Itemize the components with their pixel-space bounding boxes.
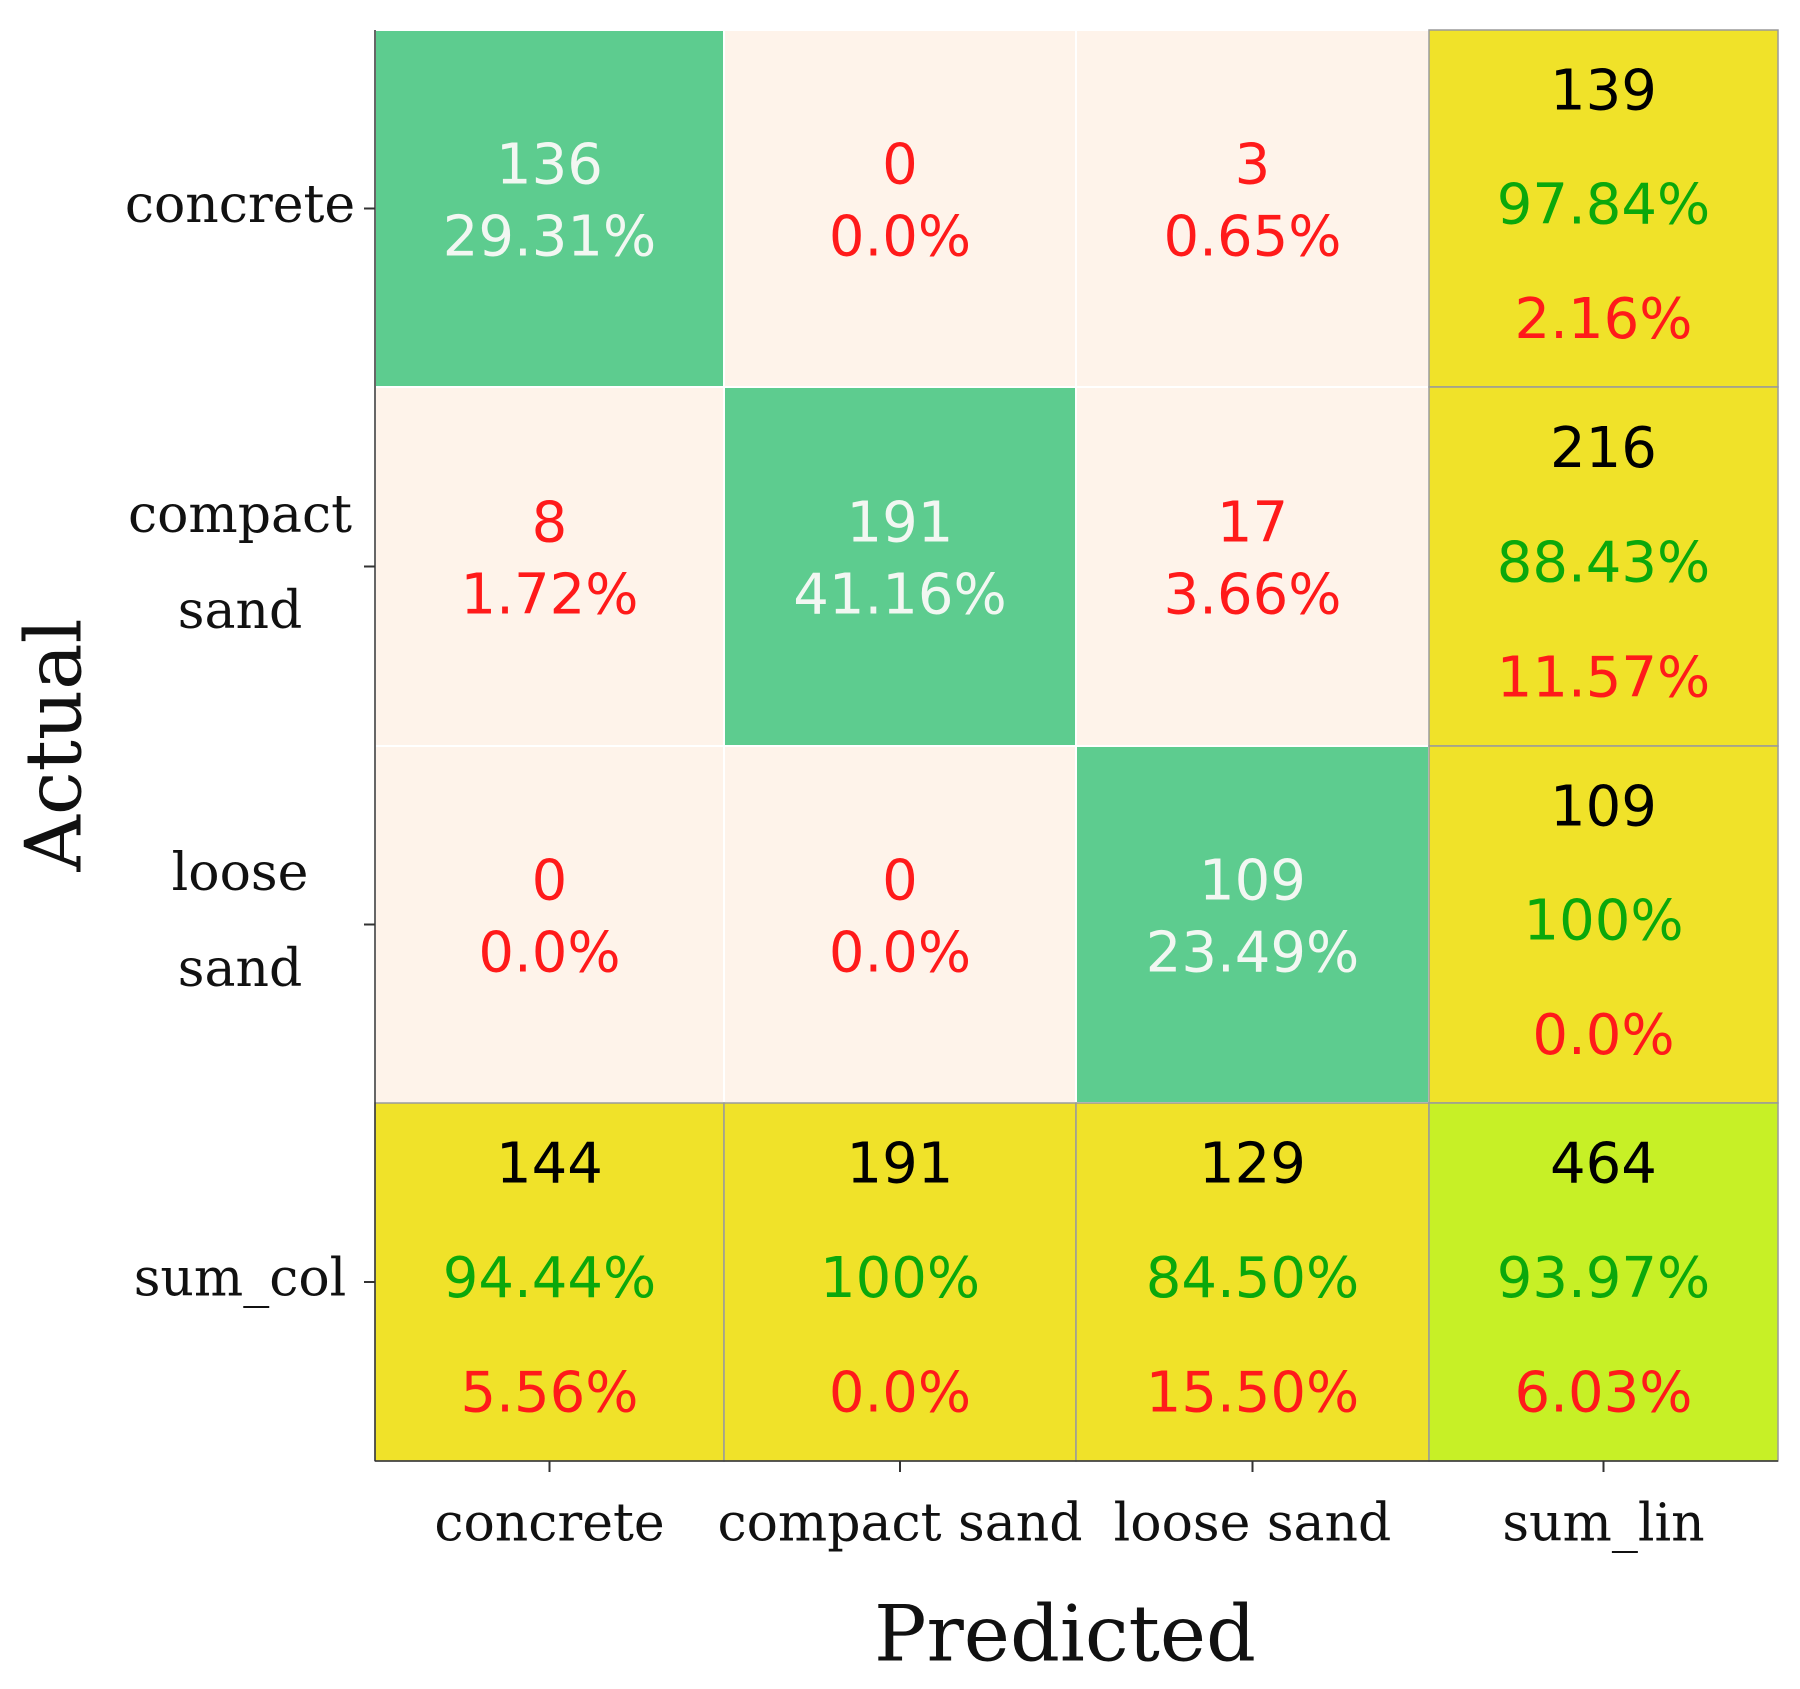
cell-percent: 29.31% [443,205,657,270]
matrix-cell [723,386,1077,747]
sum-col-cell [1075,1102,1430,1462]
summary-correct-percent: 93.97% [1497,1246,1711,1311]
summary-count: 464 [1550,1132,1657,1197]
matrix-axes: concretecompactsandloosesandsum_colconcr… [10,30,1778,1680]
summary-error-percent: 0.0% [1532,1003,1674,1068]
y-tick-label: sand [178,581,302,641]
summary-count: 109 [1550,774,1657,839]
matrix-cell [374,745,725,1104]
cell-percent: 41.16% [793,563,1007,628]
matrix-cell [374,29,725,388]
matrix-cells: 136 29.31% 0 0.0% 3 0.65% 8 1.72% 191 41.16% 17 3.6… [374,29,1779,1462]
cell-count: 191 [847,491,954,556]
summary-correct-percent: 100% [1523,889,1683,954]
cell-count: 109 [1199,849,1306,914]
matrix-cell [723,745,1077,1104]
sum-col-cell [723,1102,1077,1462]
y-tick-label: sum_col [134,1249,347,1309]
cell-percent: 3.66% [1164,563,1342,628]
summary-error-percent: 15.50% [1146,1361,1360,1426]
summary-error-percent: 2.16% [1515,287,1693,352]
matrix-cell [374,386,725,747]
summary-error-percent: 5.56% [461,1361,639,1426]
sum-col-cell [374,1102,725,1462]
summary-count: 129 [1199,1132,1306,1197]
y-axis-title: Actual [10,618,100,872]
summary-count: 144 [496,1132,603,1197]
x-tick-label: concrete [434,1494,664,1554]
y-tick-label: sand [178,939,302,999]
cell-percent: 0.0% [829,205,971,270]
summary-correct-percent: 94.44% [443,1246,657,1311]
summary-error-percent: 0.0% [829,1361,971,1426]
cell-count: 3 [1235,133,1271,198]
cell-percent: 1.72% [461,563,639,628]
cell-percent: 23.49% [1146,921,1360,986]
summary-error-percent: 11.57% [1497,646,1711,711]
matrix-cell [1075,29,1430,388]
summary-count: 191 [847,1132,954,1197]
matrix-cell [723,29,1077,388]
y-tick-label: concrete [125,175,355,235]
summary-correct-percent: 84.50% [1146,1246,1360,1311]
summary-count: 139 [1550,58,1657,123]
summary-count: 216 [1550,416,1657,481]
cell-count: 136 [496,133,603,198]
y-tick-label: compact [128,485,352,545]
cell-count: 0 [882,849,918,914]
cell-count: 0 [882,133,918,198]
cell-count: 0 [532,849,568,914]
x-tick-label: sum_lin [1502,1494,1704,1554]
summary-correct-percent: 97.84% [1497,173,1711,238]
cell-percent: 0.0% [478,921,620,986]
summary-error-percent: 6.03% [1515,1361,1693,1426]
cell-count: 8 [532,491,568,556]
x-tick-label: loose sand [1114,1494,1392,1554]
x-axis-title: Predicted [874,1590,1256,1680]
cell-percent: 0.0% [829,921,971,986]
sum-lin-cell [1428,386,1779,747]
sum-lin-cell [1428,29,1779,388]
matrix-cell [1075,386,1430,747]
y-tick-label: loose [172,843,309,903]
summary-correct-percent: 100% [820,1246,980,1311]
cell-count: 17 [1217,491,1288,556]
cell-percent: 0.65% [1164,205,1342,270]
x-tick-label: compact sand [717,1494,1082,1554]
summary-correct-percent: 88.43% [1497,531,1711,596]
total-cell [1428,1102,1779,1462]
sum-lin-cell [1428,745,1779,1104]
